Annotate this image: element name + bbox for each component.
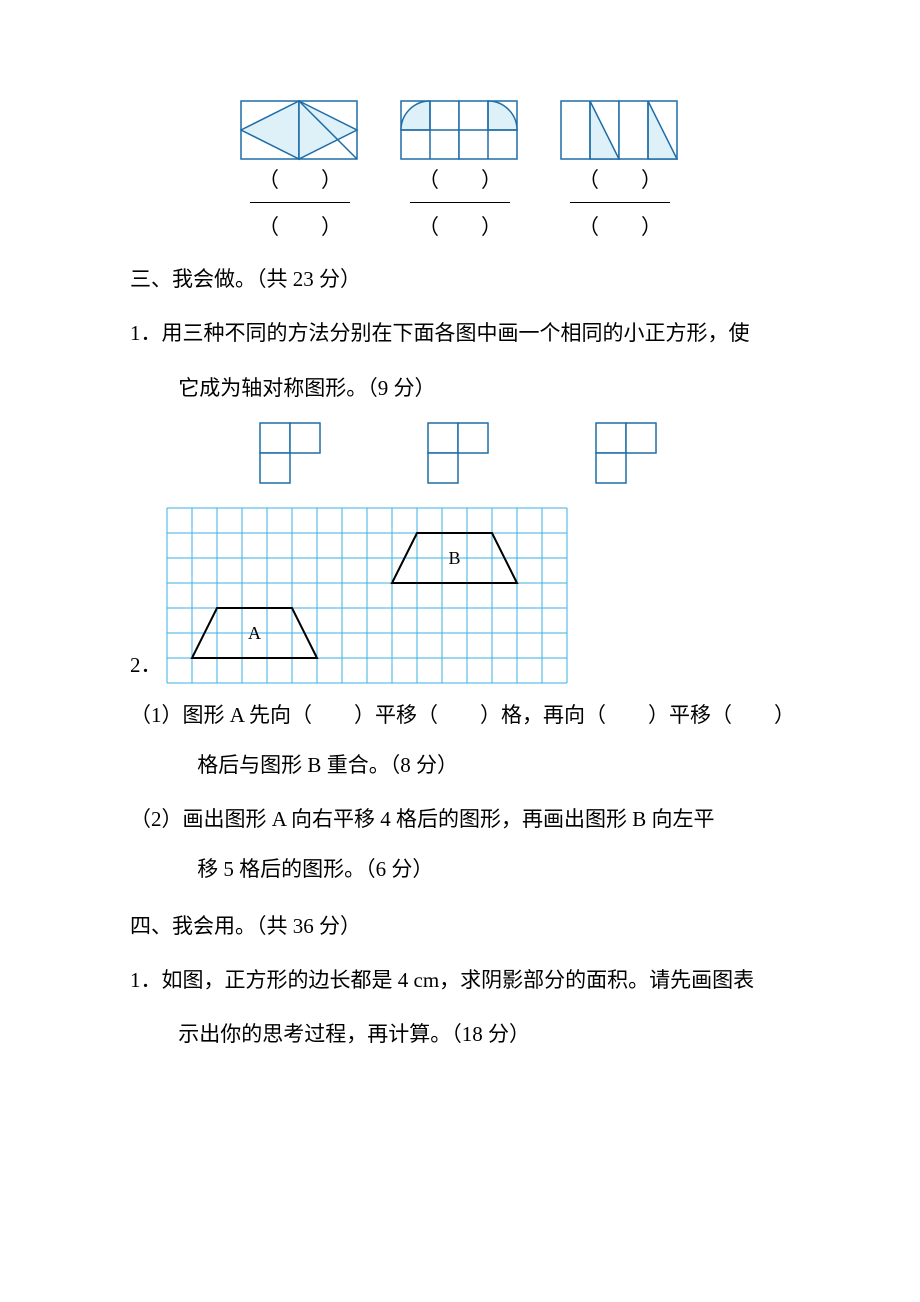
l-shape-3	[594, 421, 662, 489]
s4-q1-line1: 1．如图，正方形的边长都是 4 cm，求阴影部分的面积。请先画图表	[130, 957, 790, 1003]
fig1-blank-top[interactable]: （ ）	[258, 164, 342, 198]
figure-block-1: （ ） （ ）	[240, 100, 360, 246]
fig1-blank-bot[interactable]: （ ）	[258, 211, 342, 245]
fig2-blank-top[interactable]: （ ）	[418, 164, 502, 198]
s3-q1-line2: 它成为轴对称图形。（9 分）	[130, 365, 790, 411]
figure-block-3: （ ） （ ）	[560, 100, 680, 246]
svg-text:B: B	[448, 548, 460, 568]
top-figure-row: （ ） （ ） （ ） （ ）	[130, 100, 790, 246]
q2-sub2: （2）画出图形 A 向右平移 4 格后的图形，再画出图形 B 向左平	[130, 796, 790, 842]
q2-sub1: （1）图形 A 先向（ ）平移（ ）格，再向（ ）平移（ ）	[130, 692, 790, 738]
l-shape-2	[426, 421, 494, 489]
figure-block-2: （ ） （ ）	[400, 100, 520, 246]
fig2-blank-bot[interactable]: （ ）	[418, 211, 502, 245]
figure-1-svg	[240, 100, 360, 162]
section-3-head: 三、我会做。（共 23 分）	[130, 256, 790, 302]
q2-sub2b: 移 5 格后的图形。（6 分）	[197, 846, 790, 892]
q2-sub1b: 格后与图形 B 重合。（8 分）	[197, 742, 790, 788]
q2-number: 2．	[130, 655, 162, 684]
fig1-rule	[250, 202, 350, 203]
fig3-blank-bot[interactable]: （ ）	[578, 211, 662, 245]
fig3-blank-top[interactable]: （ ）	[578, 164, 662, 198]
section-4-head: 四、我会用。（共 36 分）	[130, 903, 790, 949]
q2-grid-wrap: 2． AB	[130, 507, 790, 684]
s3-q1-line1: 1．用三种不同的方法分别在下面各图中画一个相同的小正方形，使	[130, 310, 790, 356]
l-shape-1	[258, 421, 326, 489]
svg-text:A: A	[248, 623, 261, 643]
figure-3-svg	[560, 100, 680, 162]
figure-2-svg	[400, 100, 520, 162]
fig2-rule	[410, 202, 510, 203]
fig3-rule	[570, 202, 670, 203]
s4-q1-line2: 示出你的思考过程，再计算。（18 分）	[130, 1011, 790, 1057]
l-shapes-row	[130, 421, 790, 489]
grid-svg: AB	[166, 507, 568, 684]
